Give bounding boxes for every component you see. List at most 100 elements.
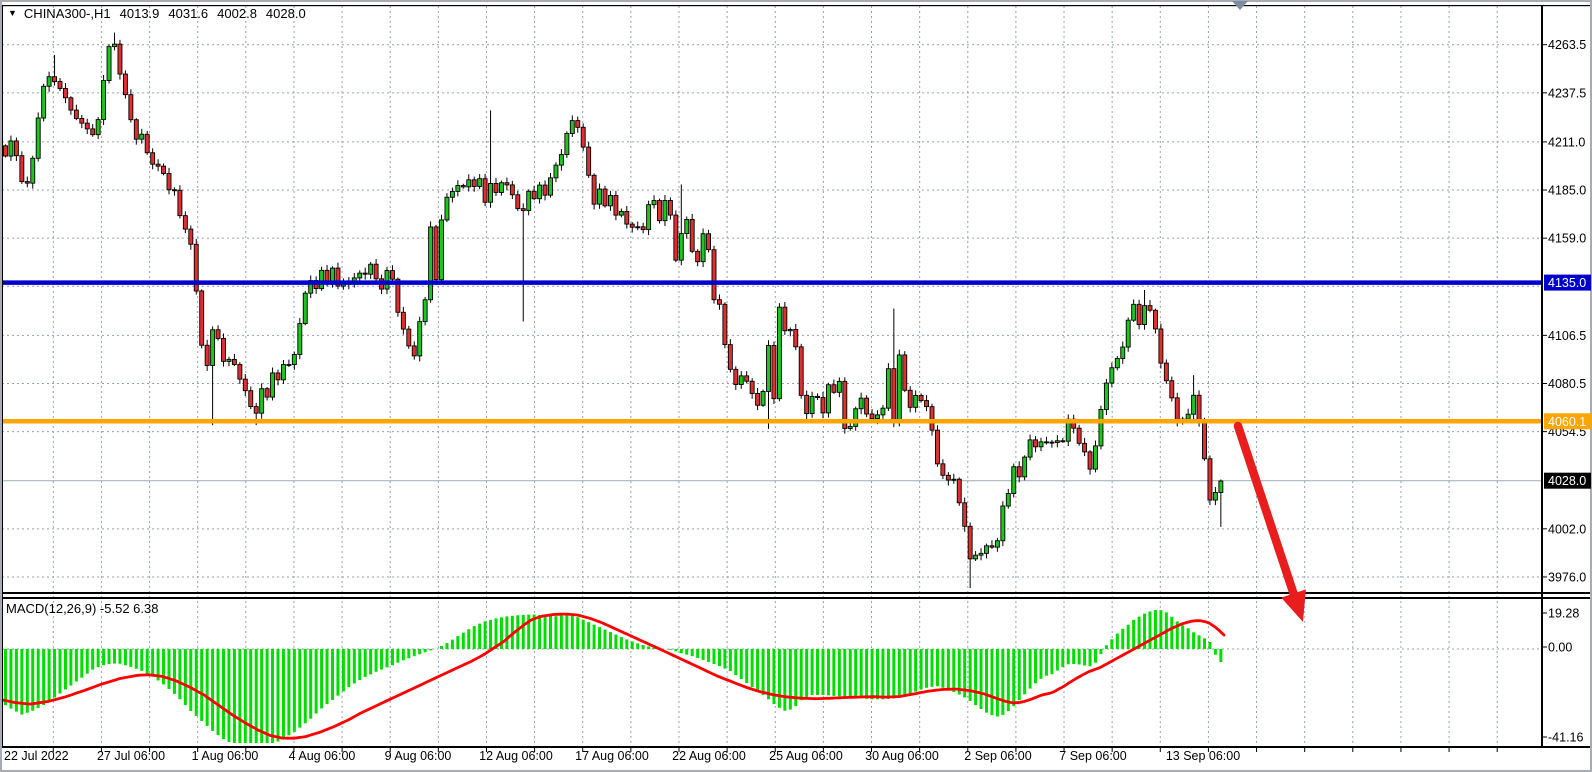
macd-bar	[1034, 649, 1038, 684]
candle-bullish	[1098, 409, 1104, 447]
candle-bullish	[466, 179, 472, 188]
macd-bar	[96, 649, 100, 668]
candle-bullish	[913, 395, 919, 408]
candle-bearish	[624, 210, 630, 225]
candle-bullish	[1000, 505, 1006, 542]
macd-bar	[1208, 642, 1212, 649]
candle-bullish	[678, 233, 684, 261]
candle-bullish	[608, 195, 613, 207]
candle-bearish	[1087, 451, 1093, 470]
macd-bar	[1170, 616, 1174, 649]
trend-arrow-head[interactable]	[1281, 589, 1306, 622]
candle-bullish	[526, 190, 532, 211]
candle-bearish	[161, 165, 167, 174]
macd-bar	[739, 649, 743, 680]
candle-bullish	[319, 269, 325, 290]
candle-bearish	[793, 329, 799, 348]
candle-bullish	[875, 414, 880, 420]
macd-bar	[625, 639, 629, 649]
macd-bar	[254, 649, 258, 743]
candle-bullish	[826, 384, 831, 414]
candle-bearish	[722, 303, 728, 346]
symbol-dropdown-icon: ▼	[8, 7, 17, 18]
macd-bar	[249, 649, 253, 743]
macd-bar	[205, 649, 209, 726]
time-axis-label: 12 Aug 06:00	[479, 749, 553, 763]
macd-bar	[974, 649, 978, 706]
trend-arrow-shaft[interactable]	[1233, 421, 1300, 604]
macd-bar	[821, 649, 825, 695]
candle-bearish	[1202, 421, 1207, 460]
macd-bar	[9, 649, 13, 709]
macd-bar	[848, 649, 852, 698]
candle-bullish	[439, 219, 444, 281]
macd-bar	[826, 649, 830, 696]
candle-bullish	[1114, 358, 1120, 369]
macd-bar	[1126, 624, 1130, 649]
candle-bullish	[853, 408, 859, 427]
candle-bullish	[880, 407, 886, 416]
macd-bar	[102, 649, 106, 666]
candle-bearish	[68, 97, 74, 111]
candle-bearish	[771, 345, 777, 400]
candle-bearish	[1136, 303, 1142, 325]
candle-bearish	[804, 394, 810, 415]
macd-bar	[598, 627, 602, 649]
macd-bar	[581, 619, 585, 649]
candle-bullish	[1011, 466, 1017, 494]
macd-bar	[85, 649, 89, 674]
candle-bearish	[1207, 458, 1213, 501]
macd-bar	[1039, 649, 1043, 679]
axis-ticks	[52, 44, 1547, 752]
candle-bearish	[515, 194, 521, 210]
macd-bar	[723, 649, 727, 669]
candle-bullish	[1218, 480, 1224, 493]
candle-bearish	[542, 184, 548, 196]
macd-bar	[107, 649, 111, 665]
macd-bar	[1159, 610, 1163, 649]
macd-bar	[674, 649, 678, 652]
candle-bullish	[112, 43, 117, 48]
candle-bullish	[564, 133, 570, 156]
candle-bearish	[182, 215, 188, 230]
macd-bar	[401, 649, 405, 661]
macd-bar	[1061, 649, 1065, 668]
current-price-tag-text: 4028.0	[1548, 474, 1586, 488]
macd-bar	[690, 649, 694, 657]
candle-bearish	[237, 364, 243, 380]
candle-bullish	[1103, 382, 1109, 410]
candle-bearish	[869, 413, 875, 420]
macd-bar	[303, 649, 307, 724]
macd-bar	[325, 649, 329, 705]
macd-bar	[750, 649, 754, 688]
candle-bullish	[1142, 305, 1148, 325]
macd-bar	[309, 649, 313, 719]
macd-bar	[990, 649, 994, 716]
macd-bar	[211, 649, 215, 731]
macd-bar	[69, 649, 73, 686]
macd-bar	[14, 649, 18, 712]
price-axis-label: 4106.5	[1548, 329, 1586, 343]
candle-bullish	[477, 178, 483, 187]
macd-bar	[816, 649, 820, 695]
candle-bullish	[270, 372, 275, 398]
macd-bar	[587, 622, 591, 649]
macd-bar	[870, 649, 874, 700]
candle-bearish	[1163, 362, 1169, 382]
macd-bar	[946, 649, 950, 690]
macd-bar	[287, 649, 291, 736]
macd-bar	[1203, 638, 1206, 649]
scroll-position-marker-icon	[1232, 1, 1248, 10]
macd-bar	[903, 649, 907, 696]
candle-bearish	[390, 270, 395, 280]
macd-bar	[608, 632, 612, 649]
candle-bearish	[79, 117, 85, 124]
macd-bar	[167, 649, 171, 689]
macd-bar	[805, 649, 809, 698]
time-axis-label: 25 Aug 06:00	[769, 749, 843, 763]
candle-bearish	[918, 395, 924, 402]
macd-bar	[1017, 649, 1021, 701]
candle-bearish	[1152, 309, 1158, 330]
candle-bearish	[482, 178, 488, 203]
